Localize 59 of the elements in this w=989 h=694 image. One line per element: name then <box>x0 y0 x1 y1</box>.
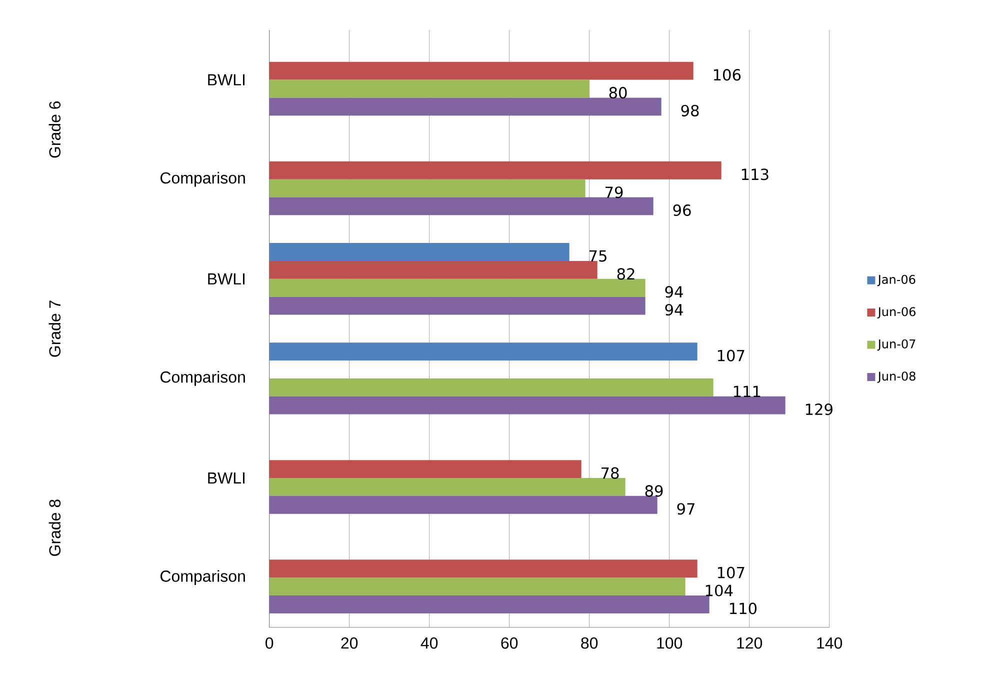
bar <box>269 296 646 315</box>
data-label: 129 <box>806 404 832 416</box>
text: Grade 8 <box>48 500 61 556</box>
bar <box>269 179 586 198</box>
bar <box>269 396 786 414</box>
bar <box>269 260 598 279</box>
y-tick-label: BWLI <box>208 273 244 284</box>
text: Grade 6 <box>48 101 61 158</box>
y-tick-label: Comparison <box>160 172 245 187</box>
x-tick-label: 140 <box>817 637 842 649</box>
data-label: 104 <box>706 584 733 596</box>
data-label: 96 <box>673 204 691 216</box>
data-label: 89 <box>645 485 663 497</box>
y-tick-label: BWLI <box>208 74 244 86</box>
x-tick-label: 100 <box>657 637 682 649</box>
data-label: 79 <box>606 186 623 198</box>
x-tick-label: 120 <box>737 637 762 649</box>
data-label: 106 <box>714 69 741 81</box>
data-label: 110 <box>730 602 757 614</box>
bar <box>269 595 710 614</box>
bar <box>269 378 714 396</box>
text: Grade 7 <box>48 300 61 357</box>
bar <box>269 62 694 80</box>
data-label: 94 <box>665 304 683 316</box>
bar <box>269 460 582 478</box>
bar <box>269 80 590 98</box>
legend-label: Jun-06 <box>877 307 916 318</box>
bar <box>269 98 662 116</box>
legend-label: Jun-08 <box>877 372 916 383</box>
bar <box>269 478 626 496</box>
bar <box>269 496 658 514</box>
y-tick-label: Comparison <box>160 570 245 586</box>
x-tick-label: 20 <box>341 637 358 649</box>
bar <box>269 342 698 361</box>
x-tick-label: 40 <box>420 637 438 649</box>
bar <box>269 560 698 578</box>
legend-label: Jan-06 <box>877 274 916 286</box>
data-label: 80 <box>609 86 627 99</box>
data-label: 113 <box>742 168 768 180</box>
legend-label: Jun-07 <box>877 339 916 351</box>
x-tick-label: 0 <box>266 637 274 649</box>
data-label: 78 <box>602 467 619 479</box>
bar <box>269 161 722 180</box>
data-label: 75 <box>590 250 606 262</box>
data-label: 107 <box>718 350 744 362</box>
y-tick-label: BWLI <box>208 472 244 484</box>
x-tick-label: 80 <box>581 637 598 649</box>
bar <box>269 578 686 596</box>
data-label: 94 <box>665 286 683 298</box>
y-tick-label: Comparison <box>160 371 245 386</box>
bar <box>269 197 654 216</box>
bar <box>269 278 646 297</box>
data-label: 82 <box>617 268 634 280</box>
bar <box>269 243 570 261</box>
data-label: 107 <box>718 566 744 578</box>
data-label: 98 <box>681 104 699 116</box>
x-tick-label: 60 <box>501 637 518 649</box>
data-label: 97 <box>677 503 694 515</box>
data-label: 111 <box>734 386 760 397</box>
